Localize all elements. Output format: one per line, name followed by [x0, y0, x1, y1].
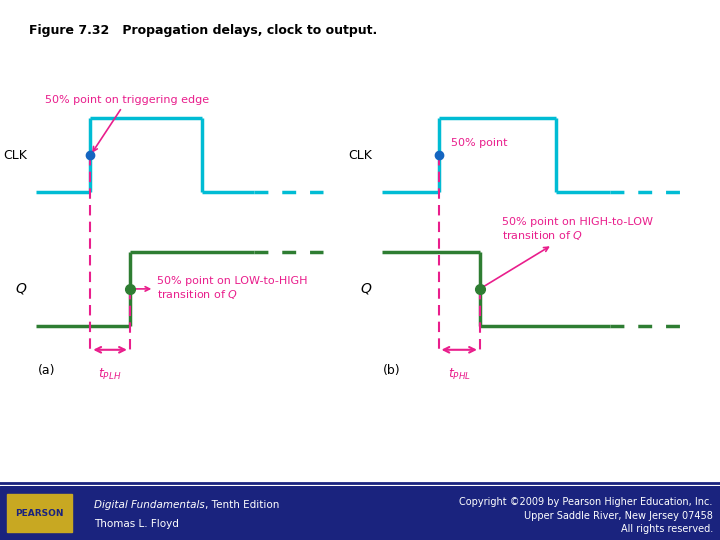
Text: 50% point on HIGH-to-LOW
transition of $Q$: 50% point on HIGH-to-LOW transition of $…: [482, 217, 653, 287]
Text: (a): (a): [37, 363, 55, 376]
Text: 50% point: 50% point: [451, 138, 508, 148]
Text: $Q$: $Q$: [360, 281, 372, 296]
Text: $Q$: $Q$: [14, 281, 27, 296]
Text: $t_{PLH}$: $t_{PLH}$: [99, 367, 122, 382]
Text: Thomas L. Floyd: Thomas L. Floyd: [94, 519, 179, 529]
Text: 50% point on triggering edge: 50% point on triggering edge: [45, 94, 210, 151]
Text: 50% point on LOW-to-HIGH
transition of $Q$: 50% point on LOW-to-HIGH transition of $…: [132, 276, 307, 301]
Text: , Tenth Edition: , Tenth Edition: [205, 500, 279, 510]
Text: Digital Fundamentals: Digital Fundamentals: [94, 500, 204, 510]
Text: CLK: CLK: [348, 148, 372, 162]
Text: Copyright ©2009 by Pearson Higher Education, Inc.: Copyright ©2009 by Pearson Higher Educat…: [459, 497, 713, 507]
Text: PEARSON: PEARSON: [15, 509, 64, 517]
Text: (b): (b): [383, 363, 401, 376]
Text: Upper Saddle River, New Jersey 07458: Upper Saddle River, New Jersey 07458: [524, 511, 713, 521]
Text: $t_{PHL}$: $t_{PHL}$: [448, 367, 471, 382]
Text: Figure 7.32   Propagation delays, clock to output.: Figure 7.32 Propagation delays, clock to…: [29, 24, 377, 37]
Bar: [7, 494, 72, 532]
Text: CLK: CLK: [3, 148, 27, 162]
Text: All rights reserved.: All rights reserved.: [621, 524, 713, 534]
